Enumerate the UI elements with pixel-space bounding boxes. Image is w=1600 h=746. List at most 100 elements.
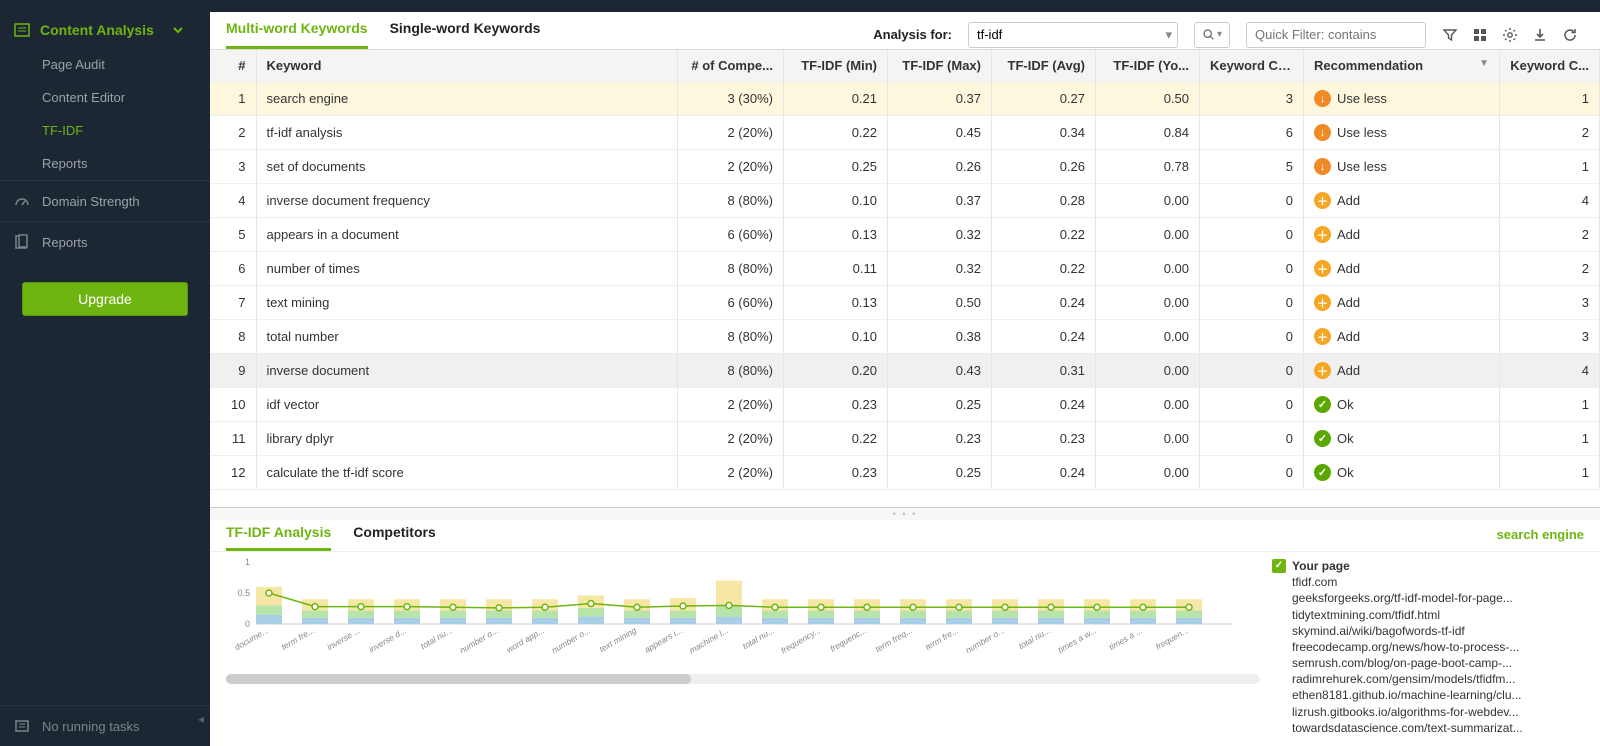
legend-item[interactable]: semrush.com/blog/on-page-boot-camp-...: [1272, 655, 1584, 671]
cell-metric: 0.00: [1096, 456, 1200, 490]
recommendation-label: Add: [1337, 227, 1360, 242]
table-row[interactable]: 10idf vector2 (20%)0.230.250.240.000✓Ok1: [210, 388, 1600, 422]
cell-metric: 2: [1500, 218, 1600, 252]
refresh-icon[interactable]: [1562, 27, 1578, 43]
table-row[interactable]: 2tf-idf analysis2 (20%)0.220.450.340.846…: [210, 116, 1600, 150]
recommendation-label: Use less: [1337, 91, 1387, 106]
table-row[interactable]: 11library dplyr2 (20%)0.220.230.230.000✓…: [210, 422, 1600, 456]
analysis-for-select[interactable]: [968, 22, 1178, 48]
gear-icon[interactable]: [1502, 27, 1518, 43]
sidebar-item-reports[interactable]: Reports: [0, 222, 210, 262]
cell-recommendation: ↓Use less: [1304, 116, 1500, 150]
recommendation-icon: ✓: [1314, 464, 1331, 481]
collapse-sidebar-icon[interactable]: ◂: [198, 712, 204, 726]
recommendation-icon: ↓: [1314, 124, 1331, 141]
svg-text:times a w...: times a w...: [1056, 625, 1098, 655]
legend-item[interactable]: lizrush.gitbooks.io/algorithms-for-webde…: [1272, 704, 1584, 720]
legend-item[interactable]: ethen8181.github.io/machine-learning/clu…: [1272, 687, 1584, 703]
row-index: 6: [210, 252, 256, 286]
row-index: 12: [210, 456, 256, 490]
table-row[interactable]: 9inverse document8 (80%)0.200.430.310.00…: [210, 354, 1600, 388]
cell-metric: 0.31: [992, 354, 1096, 388]
cell-metric: 0.25: [888, 388, 992, 422]
cell-metric: 0: [1200, 218, 1304, 252]
legend-item[interactable]: geeksforgeeks.org/tf-idf-model-for-page.…: [1272, 590, 1584, 606]
table-row[interactable]: 8total number8 (80%)0.100.380.240.000＋Ad…: [210, 320, 1600, 354]
sidebar: Content Analysis Page AuditContent Edito…: [0, 12, 210, 746]
sidebar-sub-item[interactable]: Page Audit: [0, 48, 210, 81]
resize-handle[interactable]: • • •: [210, 508, 1600, 520]
column-header[interactable]: Keyword C...: [1500, 50, 1600, 82]
table-row[interactable]: 5appears in a document6 (60%)0.130.320.2…: [210, 218, 1600, 252]
bottom-tab[interactable]: Competitors: [353, 524, 435, 551]
filter-icon[interactable]: [1442, 27, 1458, 43]
chart-legend: ✓ Your page tfidf.comgeeksforgeeks.org/t…: [1272, 558, 1584, 736]
column-header[interactable]: TF-IDF (Avg): [992, 50, 1096, 82]
column-header[interactable]: TF-IDF (Max): [888, 50, 992, 82]
cell-keyword: appears in a document: [256, 218, 678, 252]
table-row[interactable]: 7text mining6 (60%)0.130.500.240.000＋Add…: [210, 286, 1600, 320]
sidebar-header-content-analysis[interactable]: Content Analysis: [0, 12, 210, 48]
search-icon: [1202, 28, 1215, 41]
legend-item[interactable]: radimrehurek.com/gensim/models/tfidfm...: [1272, 671, 1584, 687]
bottom-tab[interactable]: TF-IDF Analysis: [226, 524, 331, 551]
tab-keyword-type[interactable]: Multi-word Keywords: [226, 20, 368, 49]
your-page-checkbox[interactable]: ✓: [1272, 559, 1286, 573]
legend-item[interactable]: towardsdatascience.com/text-summarizat..…: [1272, 720, 1584, 736]
sidebar-item-domain-strength[interactable]: Domain Strength: [0, 181, 210, 221]
table-row[interactable]: 4inverse document frequency8 (80%)0.100.…: [210, 184, 1600, 218]
tab-keyword-type[interactable]: Single-word Keywords: [390, 20, 541, 49]
column-header[interactable]: # of Compe...: [678, 50, 784, 82]
cell-metric: 0.22: [784, 422, 888, 456]
cell-metric: 4: [1500, 354, 1600, 388]
tfidf-chart: 00.51docume...term fre...inverse ...inve…: [226, 558, 1232, 668]
column-header[interactable]: Keyword: [256, 50, 678, 82]
recommendation-icon: ↓: [1314, 90, 1331, 107]
bottom-panel: • • • TF-IDF AnalysisCompetitors search …: [210, 507, 1600, 746]
table-row[interactable]: 1search engine3 (30%)0.210.370.270.503↓U…: [210, 82, 1600, 116]
cell-metric: 0.32: [888, 218, 992, 252]
cell-metric: 0: [1200, 354, 1304, 388]
reports-icon: [14, 234, 30, 250]
cell-keyword: calculate the tf-idf score: [256, 456, 678, 490]
cell-metric: 0: [1200, 388, 1304, 422]
row-index: 2: [210, 116, 256, 150]
cell-metric: 0.23: [784, 388, 888, 422]
svg-text:total nu...: total nu...: [1017, 625, 1052, 651]
search-button[interactable]: ▾: [1194, 22, 1230, 48]
legend-item[interactable]: skymind.ai/wiki/bagofwords-tf-idf: [1272, 623, 1584, 639]
column-header[interactable]: Recommendation▼: [1304, 50, 1500, 82]
quick-filter-input[interactable]: [1246, 22, 1426, 48]
cell-keyword: inverse document frequency: [256, 184, 678, 218]
table-row[interactable]: 12calculate the tf-idf score2 (20%)0.230…: [210, 456, 1600, 490]
chart-scrollbar[interactable]: [226, 674, 1260, 684]
cell-recommendation: ✓Ok: [1304, 456, 1500, 490]
legend-item[interactable]: freecodecamp.org/news/how-to-process-...: [1272, 639, 1584, 655]
row-index: 7: [210, 286, 256, 320]
table-row[interactable]: 3set of documents2 (20%)0.250.260.260.78…: [210, 150, 1600, 184]
column-header[interactable]: TF-IDF (Min): [784, 50, 888, 82]
legend-item[interactable]: tidytextmining.com/tfidf.html: [1272, 607, 1584, 623]
upgrade-button[interactable]: Upgrade: [22, 282, 188, 316]
row-index: 11: [210, 422, 256, 456]
sidebar-footer[interactable]: ◂ No running tasks: [0, 705, 210, 746]
svg-text:term fre...: term fre...: [923, 625, 960, 652]
column-header[interactable]: Keyword Co...: [1200, 50, 1304, 82]
legend-item[interactable]: tfidf.com: [1272, 574, 1584, 590]
recommendation-label: Ok: [1337, 397, 1354, 412]
column-header[interactable]: TF-IDF (Yo...: [1096, 50, 1200, 82]
svg-text:total nu...: total nu...: [419, 625, 454, 651]
table-row[interactable]: 6number of times8 (80%)0.110.320.220.000…: [210, 252, 1600, 286]
column-header[interactable]: #: [210, 50, 256, 82]
cell-metric: 0.21: [784, 82, 888, 116]
chevron-down-icon: [170, 22, 186, 38]
sidebar-sub-item[interactable]: Reports: [0, 147, 210, 180]
cell-metric: 0.25: [888, 456, 992, 490]
sidebar-sub-item[interactable]: Content Editor: [0, 81, 210, 114]
cell-metric: 0.23: [784, 456, 888, 490]
sidebar-sub-item[interactable]: TF-IDF: [0, 114, 210, 147]
grid-view-icon[interactable]: [1472, 27, 1488, 43]
recommendation-label: Use less: [1337, 159, 1387, 174]
download-icon[interactable]: [1532, 27, 1548, 43]
sidebar-item-label: Reports: [42, 235, 88, 250]
